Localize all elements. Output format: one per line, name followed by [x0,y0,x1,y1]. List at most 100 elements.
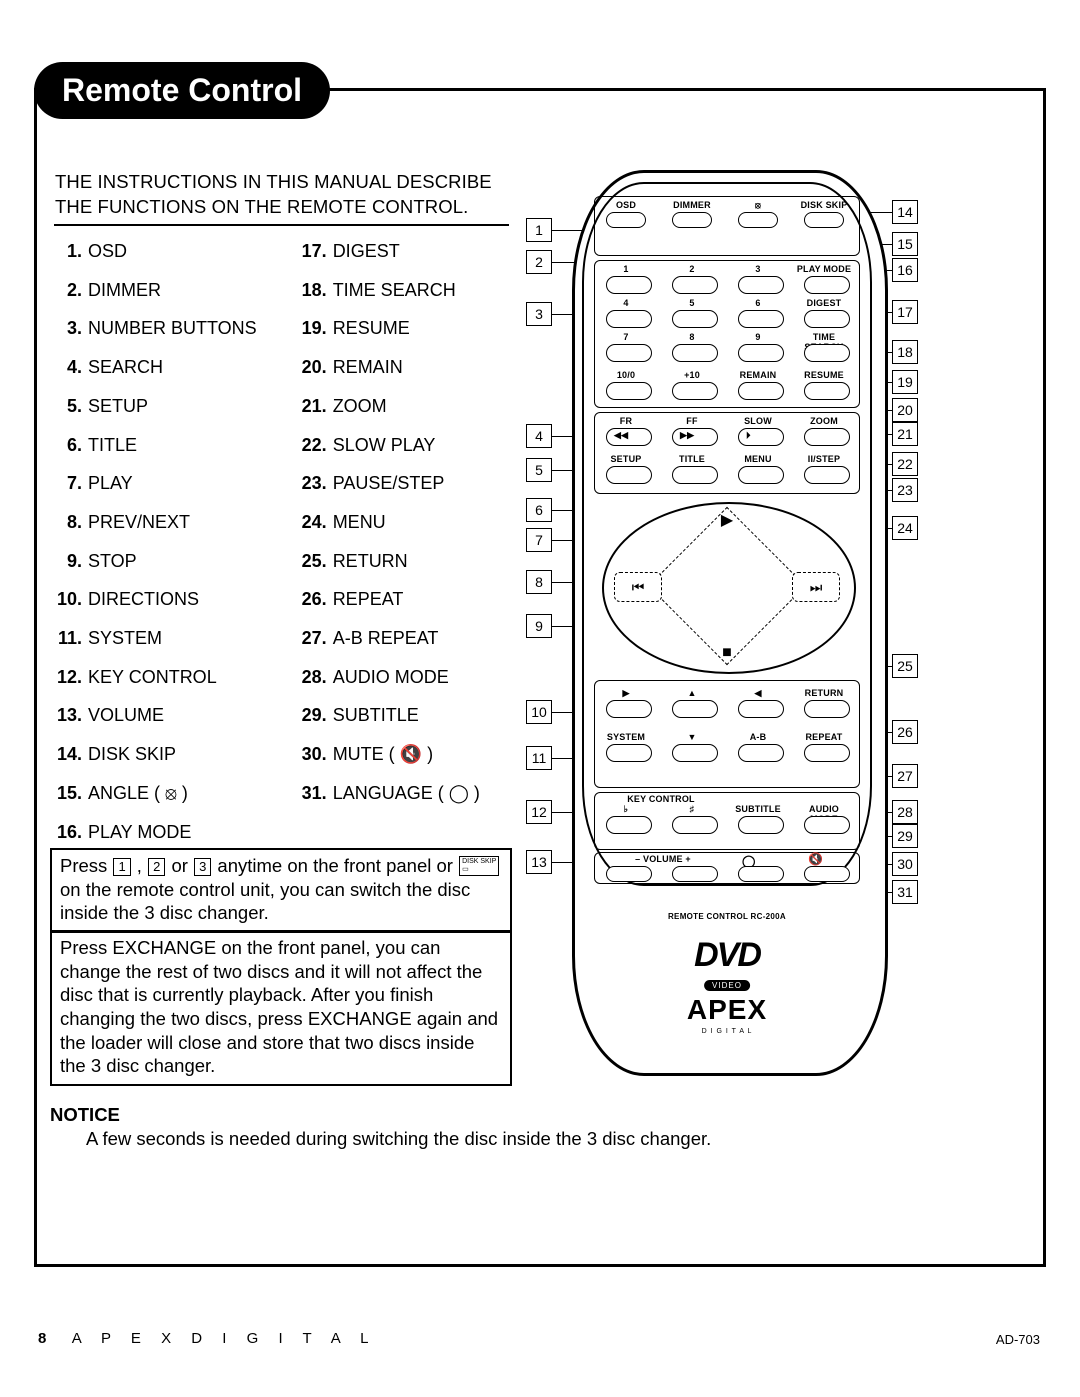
remote-button[interactable] [672,212,712,228]
remote-label: ▼ [662,732,722,742]
callout-13: 13 [526,850,552,874]
legend-item: 8.PREV/NEXT [54,503,257,542]
callout-24: 24 [892,516,918,540]
callout-7: 7 [526,528,552,552]
legend-item: 27.A-B REPEAT [297,619,480,658]
remote-button[interactable] [606,276,652,294]
callout-28: 28 [892,800,918,824]
remote-button[interactable] [738,276,784,294]
remote-button[interactable] [606,310,652,328]
dvd-video-text: VIDEO [704,980,750,991]
legend-item: 17.DIGEST [297,232,480,271]
remote-button[interactable] [606,212,646,228]
remote-button[interactable] [804,700,850,718]
legend-item: 5.SETUP [54,387,257,426]
callout-15: 15 [892,232,918,256]
apex-digital-text: D I G I T A L [687,1028,767,1035]
remote-label: PLAY MODE [794,264,854,274]
angle-icon: ⦻ [738,200,778,211]
remote-button[interactable] [672,466,718,484]
remote-button[interactable] [672,700,718,718]
remote-label: 7 [596,332,656,342]
mute-button[interactable] [804,866,850,882]
legend-item: 19.RESUME [297,309,480,348]
remote-button[interactable] [738,212,778,228]
volume-button[interactable] [606,866,652,882]
remote-button[interactable] [606,744,652,762]
remote-button[interactable] [738,310,784,328]
remote-button[interactable] [804,428,850,446]
section-badge: Remote Control [34,62,330,119]
remote-button[interactable] [738,700,784,718]
remote-label: 6 [728,298,788,308]
remote-label: REMAIN [728,370,788,380]
remote-button[interactable] [672,310,718,328]
legend-item: 11.SYSTEM [54,619,257,658]
remote-button[interactable] [738,466,784,484]
remote-button[interactable] [804,276,850,294]
remote-button[interactable] [738,744,784,762]
remote-button[interactable] [804,310,850,328]
remote-button[interactable] [606,382,652,400]
callout-18: 18 [892,340,918,364]
remote-button[interactable] [738,816,784,834]
remote-button[interactable] [804,744,850,762]
volume-button[interactable] [672,866,718,882]
legend-item: 20.REMAIN [297,348,480,387]
callout-31: 31 [892,880,918,904]
remote-button[interactable] [804,466,850,484]
legend-item: 24.MENU [297,503,480,542]
page-number: 8 [38,1330,46,1347]
remote-button[interactable] [804,344,850,362]
remote-button[interactable] [606,700,652,718]
remote-label: 10/0 [596,370,656,380]
remote-label: ♭ [596,804,656,815]
remote-label: ZOOM [794,416,854,426]
remote-button[interactable] [672,276,718,294]
footer: 8 A P E X D I G I T A L [38,1330,376,1347]
remote-label: TITLE [662,454,722,464]
prev-button[interactable]: ⏮ [614,572,662,602]
remote-label: 2 [662,264,722,274]
dvd-logo: DVD VIDEO [694,936,760,993]
remote-button[interactable] [672,816,718,834]
next-button[interactable]: ⏭ [792,572,840,602]
legend-item: 18.TIME SEARCH [297,271,480,310]
key-1-box: 1 [113,858,130,876]
remote-button[interactable] [606,816,652,834]
language-button[interactable] [738,866,784,882]
mute-icon: 🔇 [808,852,823,866]
remote-button[interactable] [738,382,784,400]
disk-skip-mini: DISK SKIP▭ [459,856,499,876]
legend: 1.OSD2.DIMMER3.NUMBER BUTTONS4.SEARCH5.S… [54,232,480,851]
callout-29: 29 [892,824,918,848]
remote-button[interactable] [672,428,718,446]
legend-item: 25.RETURN [297,542,480,581]
note-box-2: Press EXCHANGE on the front panel, you c… [50,930,512,1086]
legend-item: 9.STOP [54,542,257,581]
remote-label: DIMMER [662,200,722,210]
remote-button[interactable] [738,344,784,362]
remote-button[interactable] [804,816,850,834]
remote-button[interactable] [672,382,718,400]
callout-3: 3 [526,302,552,326]
legend-item: 28.AUDIO MODE [297,658,480,697]
legend-item: 15.ANGLE ( ⦻ ) [54,774,257,813]
remote-button[interactable] [738,428,784,446]
callout-10: 10 [526,700,552,724]
dpad: ▶ ■ ⏮ ⏭ [602,502,852,670]
remote-button[interactable] [606,466,652,484]
remote-button[interactable] [804,212,844,228]
remote-button[interactable] [672,344,718,362]
remote-label: ♯ [662,804,722,814]
remote-button[interactable] [672,744,718,762]
stop-icon: ■ [722,644,732,662]
remote-button[interactable] [804,382,850,400]
legend-item: 22.SLOW PLAY [297,426,480,465]
remote-button[interactable] [606,428,652,446]
remote-label: RETURN [794,688,854,698]
remote-button[interactable] [606,344,652,362]
remote-label: DIGEST [794,298,854,308]
legend-item: 23.PAUSE/STEP [297,464,480,503]
callout-17: 17 [892,300,918,324]
